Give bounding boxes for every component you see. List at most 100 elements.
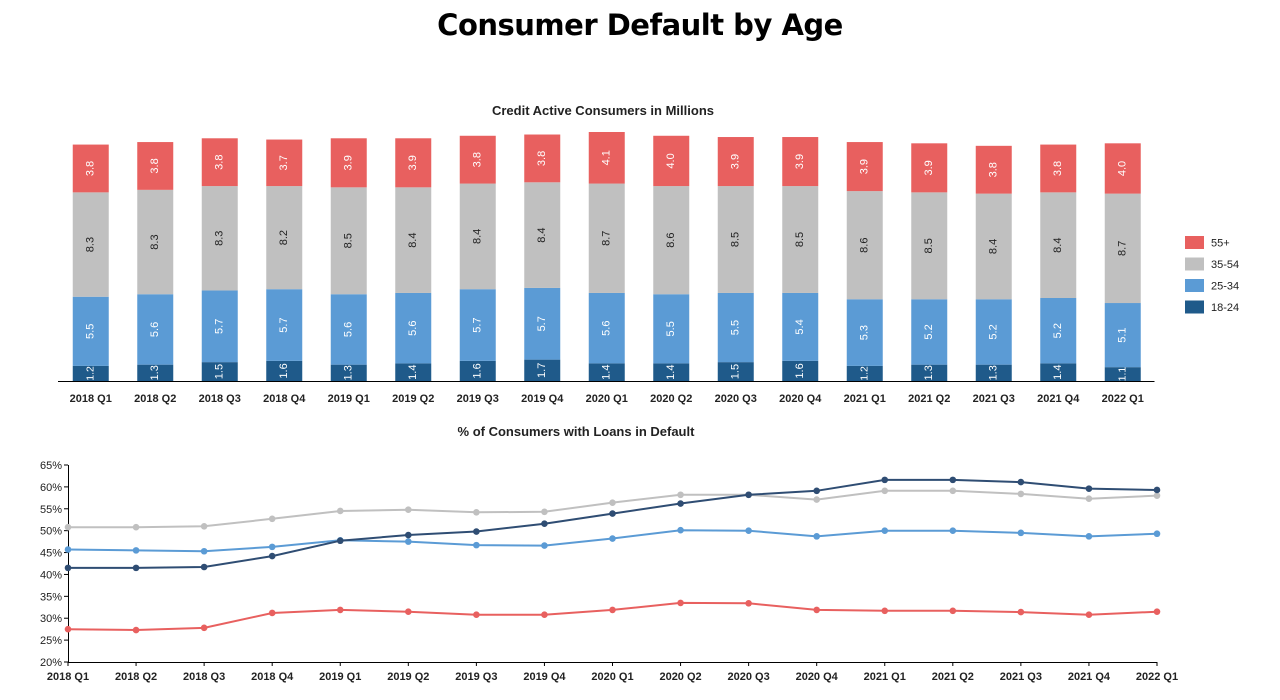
x-tick-label: 2021 Q3 — [1000, 671, 1042, 683]
x-tick-label: 2021 Q1 — [864, 671, 906, 683]
data-label: 3.9 — [730, 154, 742, 169]
data-label: 5.5 — [85, 324, 97, 339]
data-label: 8.5 — [343, 233, 355, 248]
bar-segment-35-54 — [1040, 192, 1077, 298]
x-tick-label: 2018 Q3 — [183, 671, 225, 683]
series-point-55+ — [881, 607, 889, 615]
data-label: 1.6 — [794, 363, 806, 378]
data-label: 5.1 — [1117, 327, 1129, 342]
y-tick-label: 25% — [40, 635, 62, 647]
legend-swatch-18-24 — [1185, 300, 1204, 314]
data-label: 8.4 — [988, 239, 1000, 254]
bar-segment-55+ — [266, 139, 303, 187]
legend-label-25-34: 25-34 — [1211, 281, 1239, 293]
x-tick-label: 2018 Q4 — [251, 671, 294, 683]
data-label: 3.8 — [988, 162, 1000, 177]
series-point-25-34 — [200, 547, 208, 555]
bar-segment-25-34 — [717, 292, 754, 363]
series-point-18-24 — [745, 491, 752, 499]
bar-segment-18-24 — [72, 365, 109, 381]
x-tick-label: 2018 Q2 — [115, 671, 157, 683]
data-label: 8.4 — [407, 233, 419, 248]
x-tick-label: 2019 Q1 — [328, 393, 370, 405]
data-label: 8.5 — [730, 232, 742, 247]
bar-segment-35-54 — [459, 183, 496, 290]
series-point-55+ — [200, 624, 208, 632]
series-point-18-24 — [677, 500, 684, 507]
series-point-35-54 — [268, 515, 276, 523]
data-label: 1.4 — [407, 365, 419, 380]
x-tick-label: 2020 Q1 — [586, 393, 628, 405]
data-label: 5.2 — [923, 324, 935, 339]
data-label: 1.4 — [665, 365, 677, 380]
bar-segment-25-34 — [330, 294, 367, 365]
x-tick-label: 2019 Q3 — [455, 671, 497, 683]
x-tick-label: 2021 Q4 — [1037, 393, 1080, 405]
bar-segment-55+ — [395, 138, 432, 188]
series-point-25-34 — [1085, 533, 1093, 540]
series-point-18-24 — [336, 537, 344, 545]
series-point-35-54 — [881, 487, 889, 495]
data-label: 8.7 — [601, 231, 613, 246]
series-point-55+ — [813, 606, 820, 614]
series-point-18-24 — [473, 528, 480, 535]
data-label: 8.4 — [1052, 238, 1064, 253]
bar-segment-55+ — [201, 138, 238, 187]
bar-segment-25-34 — [653, 294, 690, 364]
series-point-25-34 — [813, 533, 820, 540]
data-label: 8.5 — [923, 238, 935, 253]
y-tick-label: 30% — [40, 613, 62, 625]
series-point-35-54 — [1153, 492, 1161, 499]
data-label: 4.0 — [665, 153, 677, 168]
series-point-55+ — [609, 606, 616, 614]
x-tick-label: 2021 Q4 — [1068, 671, 1111, 683]
data-label: 1.2 — [85, 366, 97, 381]
bar-segment-55+ — [524, 134, 561, 183]
data-label: 5.6 — [343, 322, 355, 337]
series-point-25-34 — [1153, 530, 1161, 538]
data-label: 3.8 — [149, 158, 161, 173]
data-label: 1.3 — [923, 365, 935, 380]
bar-segment-35-54 — [395, 187, 432, 293]
x-tick-label: 2021 Q1 — [844, 393, 886, 405]
data-label: 5.2 — [1052, 323, 1064, 338]
data-label: 1.6 — [472, 363, 484, 378]
series-point-35-54 — [200, 522, 208, 530]
data-label: 3.7 — [278, 155, 290, 170]
series-point-18-24 — [949, 476, 957, 484]
data-label: 8.7 — [1117, 241, 1129, 256]
bar-segment-55+ — [911, 143, 948, 193]
series-point-18-24 — [405, 531, 412, 539]
bar-segment-35-54 — [266, 186, 303, 290]
bar-segment-25-34 — [1040, 298, 1077, 364]
series-point-55+ — [745, 600, 752, 607]
series-point-55+ — [541, 611, 548, 619]
bar-segment-35-54 — [201, 186, 238, 291]
x-tick-label: 2020 Q2 — [659, 671, 701, 683]
y-tick-label: 40% — [40, 569, 62, 581]
y-tick-label: 60% — [40, 482, 62, 494]
y-tick-label: 20% — [40, 657, 62, 669]
bar-segment-18-24 — [459, 360, 496, 381]
bar-segment-35-54 — [782, 186, 819, 293]
series-point-18-24 — [813, 487, 820, 495]
data-label: 5.6 — [601, 321, 613, 336]
data-label: 3.8 — [472, 152, 484, 167]
series-point-18-24 — [881, 476, 889, 484]
series-point-35-54 — [405, 506, 412, 513]
data-label: 8.4 — [536, 227, 548, 242]
bar-chart-legend: 55+ 35-54 25-34 18-24 — [1185, 236, 1239, 314]
x-tick-label: 2019 Q4 — [523, 671, 566, 683]
bar-segment-55+ — [72, 144, 109, 193]
x-tick-label: 2020 Q3 — [715, 393, 757, 405]
x-tick-label: 2018 Q2 — [134, 393, 176, 405]
bar-segment-18-24 — [717, 362, 754, 381]
data-label: 8.3 — [214, 231, 226, 246]
x-tick-label: 2018 Q1 — [47, 671, 89, 683]
x-tick-label: 2018 Q4 — [263, 393, 306, 405]
bar-segment-18-24 — [137, 364, 174, 381]
series-point-55+ — [405, 608, 412, 615]
y-tick-label: 50% — [40, 526, 62, 538]
data-label: 8.5 — [794, 232, 806, 247]
